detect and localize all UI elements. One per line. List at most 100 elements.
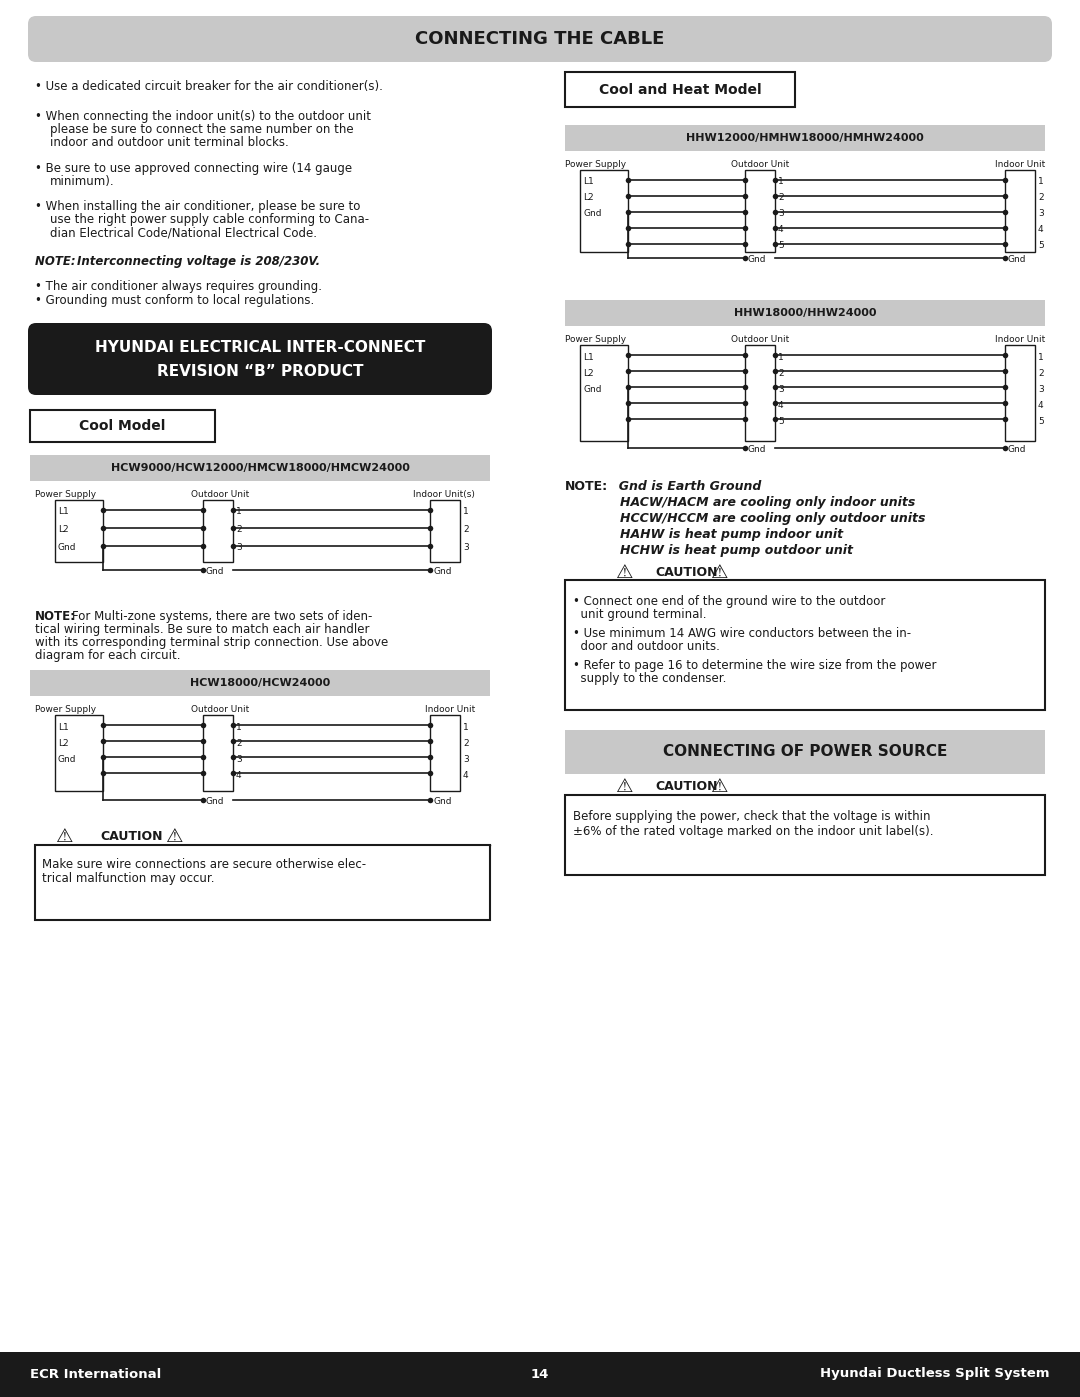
Bar [430, 500, 460, 562]
Text: use the right power supply cable conforming to Cana-: use the right power supply cable conform… [50, 212, 369, 226]
Text: Cool Model: Cool Model [79, 419, 165, 433]
Text: Power Supply: Power Supply [565, 161, 626, 169]
Text: ECR International: ECR International [30, 1368, 161, 1380]
Text: ±6% of the rated voltage marked on the indoor unit label(s).: ±6% of the rated voltage marked on the i… [573, 826, 933, 838]
Bar [565, 795, 1045, 875]
Text: 1: 1 [237, 507, 242, 517]
Text: ⚠: ⚠ [56, 827, 73, 847]
Bar [580, 345, 627, 441]
Text: ⚠: ⚠ [712, 563, 729, 581]
Text: • Use a dedicated circuit breaker for the air conditioner(s).: • Use a dedicated circuit breaker for th… [35, 80, 383, 94]
Text: trical malfunction may occur.: trical malfunction may occur. [42, 872, 215, 886]
Text: • Use minimum 14 AWG wire conductors between the in-: • Use minimum 14 AWG wire conductors bet… [573, 627, 912, 640]
Text: Gnd: Gnd [58, 754, 77, 764]
Text: with its corresponding terminal strip connection. Use above: with its corresponding terminal strip co… [35, 636, 388, 650]
Text: Power Supply: Power Supply [35, 490, 96, 499]
Bar [745, 170, 775, 251]
Text: NOTE:: NOTE: [565, 481, 608, 493]
Bar [55, 500, 103, 562]
Text: 2: 2 [463, 739, 469, 747]
Text: 4: 4 [237, 771, 242, 780]
Text: Before supplying the power, check that the voltage is within: Before supplying the power, check that t… [573, 810, 931, 823]
Text: 4: 4 [463, 771, 469, 780]
Text: HCW18000/HCW24000: HCW18000/HCW24000 [190, 678, 330, 687]
Text: Gnd: Gnd [583, 210, 602, 218]
Text: NOTE:: NOTE: [35, 610, 76, 623]
Text: indoor and outdoor unit terminal blocks.: indoor and outdoor unit terminal blocks. [50, 136, 288, 149]
Text: • Refer to page 16 to determine the wire size from the power: • Refer to page 16 to determine the wire… [573, 659, 936, 672]
Text: 4: 4 [778, 401, 784, 409]
Text: Power Supply: Power Supply [35, 705, 96, 714]
Text: CAUTION: CAUTION [100, 830, 162, 844]
Bar [565, 580, 1045, 710]
Bar [35, 845, 490, 921]
Text: 2: 2 [778, 194, 784, 203]
Text: Power Supply: Power Supply [565, 335, 626, 344]
Text: 5: 5 [1038, 242, 1043, 250]
Text: Gnd: Gnd [748, 256, 767, 264]
Bar [30, 455, 490, 481]
Text: Gnd: Gnd [1008, 256, 1026, 264]
Text: • Grounding must conform to local regulations.: • Grounding must conform to local regula… [35, 293, 314, 307]
Text: CONNECTING OF POWER SOURCE: CONNECTING OF POWER SOURCE [663, 745, 947, 760]
Text: Outdoor Unit: Outdoor Unit [731, 161, 789, 169]
Text: diagram for each circuit.: diagram for each circuit. [35, 650, 180, 662]
Text: door and outdoor units.: door and outdoor units. [573, 640, 720, 652]
Bar [0, 1352, 1080, 1397]
Text: For Multi-zone systems, there are two sets of iden-: For Multi-zone systems, there are two se… [72, 610, 373, 623]
Text: • Be sure to use approved connecting wire (14 gauge: • Be sure to use approved connecting wir… [35, 162, 352, 175]
Text: 2: 2 [1038, 369, 1043, 377]
Text: 1: 1 [463, 507, 469, 517]
Bar [1005, 345, 1035, 441]
Text: Gnd: Gnd [433, 798, 451, 806]
Text: 1: 1 [778, 352, 784, 362]
Text: Gnd: Gnd [433, 567, 451, 577]
Text: 5: 5 [778, 242, 784, 250]
Text: please be sure to connect the same number on the: please be sure to connect the same numbe… [50, 123, 353, 136]
Text: 2: 2 [237, 739, 242, 747]
Text: CAUTION: CAUTION [654, 781, 717, 793]
Text: Indoor Unit: Indoor Unit [995, 335, 1045, 344]
Bar [565, 731, 1045, 774]
Text: HHW12000/HMHW18000/HMHW24000: HHW12000/HMHW18000/HMHW24000 [686, 133, 923, 142]
Bar [565, 300, 1045, 326]
Text: L2: L2 [58, 525, 69, 535]
Text: HAHW is heat pump indoor unit: HAHW is heat pump indoor unit [620, 528, 843, 541]
Text: 3: 3 [463, 754, 469, 764]
Bar [565, 124, 1045, 151]
Text: dian Electrical Code/National Electrical Code.: dian Electrical Code/National Electrical… [50, 226, 318, 239]
Text: L1: L1 [58, 507, 69, 517]
Text: • When installing the air conditioner, please be sure to: • When installing the air conditioner, p… [35, 200, 361, 212]
Bar [430, 715, 460, 791]
Text: Gnd: Gnd [748, 446, 767, 454]
Text: 4: 4 [1038, 401, 1043, 409]
Bar [30, 671, 490, 696]
Text: ⚠: ⚠ [617, 778, 634, 796]
Text: HCW9000/HCW12000/HMCW18000/HMCW24000: HCW9000/HCW12000/HMCW18000/HMCW24000 [110, 462, 409, 474]
Text: Gnd: Gnd [1008, 446, 1026, 454]
Text: 3: 3 [1038, 384, 1043, 394]
Text: Indoor Unit(s): Indoor Unit(s) [414, 490, 475, 499]
Text: 5: 5 [1038, 416, 1043, 426]
Text: L1: L1 [58, 722, 69, 732]
Text: tical wiring terminals. Be sure to match each air handler: tical wiring terminals. Be sure to match… [35, 623, 369, 636]
Text: Outdoor Unit: Outdoor Unit [191, 705, 249, 714]
Text: CONNECTING THE CABLE: CONNECTING THE CABLE [416, 29, 664, 47]
Bar [1005, 170, 1035, 251]
Text: 1: 1 [463, 722, 469, 732]
Text: Gnd: Gnd [58, 543, 77, 552]
Text: 4: 4 [1038, 225, 1043, 235]
Text: HCCW/HCCM are cooling only outdoor units: HCCW/HCCM are cooling only outdoor units [620, 511, 926, 525]
Text: 5: 5 [778, 416, 784, 426]
Text: NOTE:: NOTE: [35, 256, 80, 268]
Bar [55, 715, 103, 791]
Text: Outdoor Unit: Outdoor Unit [191, 490, 249, 499]
Bar [745, 345, 775, 441]
Text: unit ground terminal.: unit ground terminal. [573, 608, 706, 622]
Text: 2: 2 [237, 525, 242, 535]
Text: CAUTION: CAUTION [654, 566, 717, 578]
Text: 3: 3 [778, 384, 784, 394]
Bar [565, 73, 795, 108]
Text: 1: 1 [1038, 352, 1043, 362]
Text: 3: 3 [778, 210, 784, 218]
